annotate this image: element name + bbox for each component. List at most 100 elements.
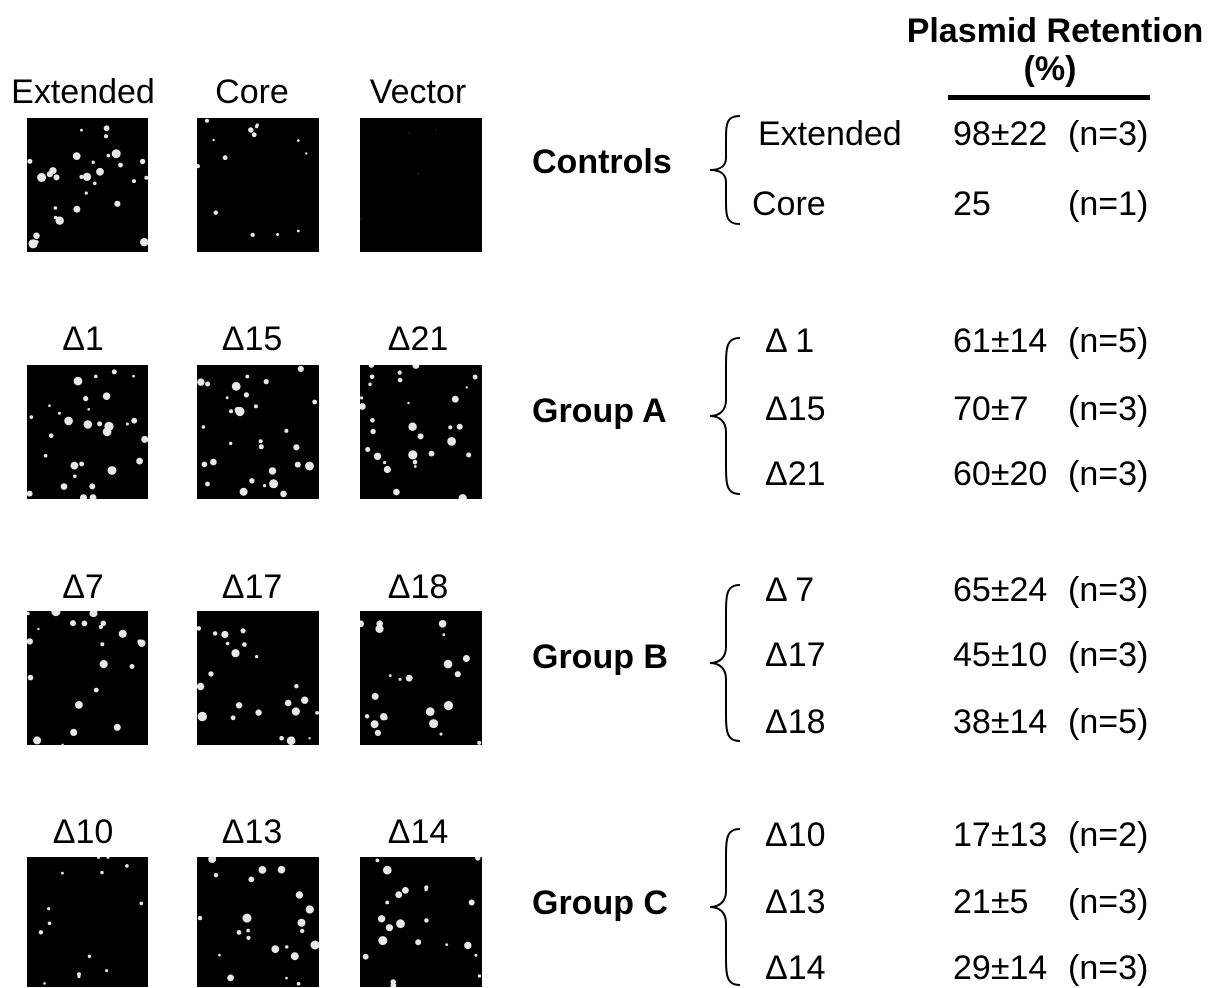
colony-dot (312, 399, 318, 405)
colony-dot (447, 437, 456, 446)
colony-dot (388, 674, 392, 678)
colony-dot (33, 232, 40, 240)
item-label: Δ10 (765, 816, 826, 854)
colony-plate-image (27, 118, 148, 252)
colony-dot (466, 452, 472, 458)
colony-dot (131, 417, 138, 424)
colony-dot (417, 433, 424, 440)
sample-count: (n=3) (1068, 390, 1149, 428)
colony-dot (229, 441, 233, 446)
colony-dot (424, 887, 428, 892)
colony-dot (48, 433, 54, 438)
colony-dot (38, 930, 44, 935)
colony-dot (305, 461, 314, 471)
item-label: Δ15 (765, 390, 826, 428)
colony-dot (248, 127, 254, 133)
colony-dot (385, 900, 390, 905)
header-rule (948, 95, 1150, 100)
colony-plate-image (27, 611, 148, 745)
colony-dot (454, 671, 461, 678)
colony-dot (435, 129, 437, 131)
colony-dot (197, 164, 200, 169)
colony-dot (212, 138, 215, 142)
colony-dot (310, 940, 319, 950)
colony-dot (235, 702, 243, 709)
colony-dot (475, 857, 481, 861)
colony-dot (291, 707, 300, 716)
colony-dot (27, 158, 33, 164)
colony-dot (118, 629, 127, 638)
colony-dot (208, 671, 214, 677)
colony-dot (89, 483, 96, 490)
colony-dot (428, 450, 435, 457)
image-label: Δ17 (221, 568, 283, 606)
colony-dot (296, 981, 301, 986)
colony-dot (465, 386, 468, 389)
colony-dot (369, 374, 375, 380)
colony-dot (225, 641, 230, 646)
colony-dot (43, 982, 46, 985)
item-label: Δ17 (765, 636, 826, 674)
colony-dot (96, 167, 104, 176)
colony-dot (279, 735, 284, 741)
colony-plate-image (197, 365, 319, 499)
colony-dot (362, 953, 369, 960)
colony-dot (111, 369, 117, 375)
item-label: Δ14 (765, 949, 826, 987)
colony-dot (27, 611, 30, 616)
colony-dot (132, 374, 135, 378)
colony-dot (27, 674, 34, 681)
colony-plate-image (360, 611, 482, 745)
colony-dot (408, 422, 417, 431)
colony-dot (34, 240, 39, 245)
colony-dot (225, 396, 229, 400)
colony-dot (402, 887, 409, 894)
colony-dot (91, 160, 95, 164)
colony-plate-image (197, 611, 319, 745)
colony-dot (395, 891, 403, 899)
colony-dot (73, 474, 77, 479)
colony-dot (408, 450, 418, 460)
colony-dot (83, 396, 89, 402)
retention-value: 98±22 (953, 115, 1048, 153)
colony-dot (412, 365, 420, 369)
colony-dot (48, 404, 51, 407)
colony-dot (205, 381, 211, 387)
colony-dot (82, 172, 92, 181)
colony-dot (210, 458, 217, 466)
colony-dot (429, 719, 439, 729)
brace-icon (709, 584, 741, 742)
colony-dot (370, 418, 375, 423)
image-label: Δ7 (62, 568, 104, 606)
colony-dot (383, 465, 391, 474)
image-label: Δ15 (221, 320, 283, 358)
colony-dot (398, 677, 402, 681)
colony-dot (258, 439, 263, 444)
colony-dot (297, 139, 300, 142)
colony-dot (374, 729, 381, 736)
retention-value: 61±14 (953, 322, 1048, 360)
brace-icon (709, 337, 741, 495)
colony-dot (81, 620, 88, 627)
colony-dot (93, 687, 99, 693)
colony-dot (443, 659, 453, 669)
colony-dot (245, 374, 250, 379)
colony-plate-image (360, 365, 482, 499)
retention-value: 65±24 (953, 571, 1048, 609)
colony-dot (249, 478, 255, 484)
colony-dot (231, 649, 240, 658)
colony-dot (29, 415, 34, 419)
colony-dot (136, 457, 143, 465)
colony-dot (253, 404, 258, 409)
colony-dot (140, 238, 148, 247)
colony-dot (305, 905, 314, 914)
colony-dot (297, 918, 306, 927)
retention-value: 21±5 (953, 883, 1029, 921)
colony-dot (301, 696, 309, 704)
colony-dot (276, 233, 280, 236)
brace-icon (709, 828, 741, 986)
colony-dot (373, 452, 382, 460)
colony-plate-image (360, 857, 482, 987)
colony-dot (213, 210, 218, 215)
colony-dot (100, 642, 105, 647)
